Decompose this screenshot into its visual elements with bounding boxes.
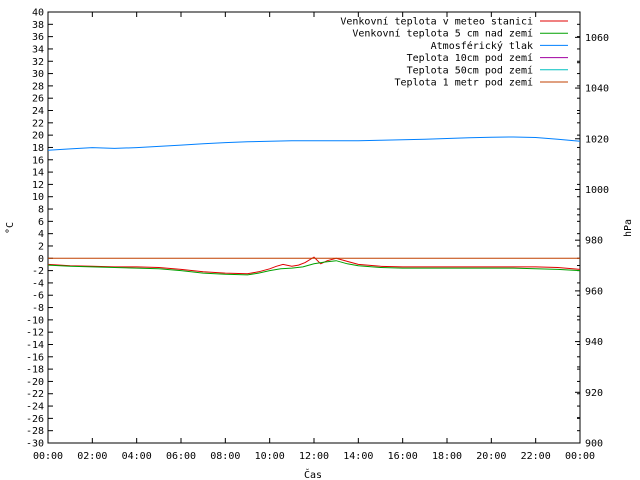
y-tick-label: 16 [32, 155, 44, 166]
y2-tick-label: 980 [585, 236, 603, 247]
y-tick-label: 2 [38, 241, 44, 252]
x-tick-label: 10:00 [255, 451, 285, 462]
y-tick-label: 8 [38, 205, 44, 216]
y-tick-label: 32 [32, 57, 44, 68]
x-tick-label: 12:00 [299, 451, 329, 462]
y-tick-label: 0 [38, 254, 44, 265]
y2-tick-label: 960 [585, 286, 603, 297]
y-tick-label: -12 [26, 328, 44, 339]
y-tick-label: -6 [32, 291, 44, 302]
y-tick-label: -20 [26, 377, 44, 388]
y2-tick-label: 1000 [585, 185, 609, 196]
y-tick-label: -10 [26, 315, 44, 326]
y-tick-label: 22 [32, 118, 44, 129]
x-tick-label: 18:00 [432, 451, 462, 462]
series-line-1 [47, 260, 581, 276]
y-tick-label: 36 [32, 32, 44, 43]
y-tick-label: -26 [26, 414, 44, 425]
legend-label-1: Venkovní teplota 5 cm nad zemí [352, 28, 533, 40]
x-tick-label: 04:00 [122, 451, 152, 462]
legend-label-3: Teplota 10cm pod zemí [407, 52, 533, 64]
y-tick-label: -28 [26, 426, 44, 437]
y-tick-label: -30 [26, 439, 44, 450]
legend-label-2: Atmosférický tlak [431, 40, 533, 52]
x-tick-label: 00:00 [565, 451, 595, 462]
y-tick-label: 4 [38, 229, 44, 240]
x-tick-label: 00:00 [33, 451, 63, 462]
x-tick-label: 06:00 [166, 451, 196, 462]
plot-area [47, 136, 581, 276]
y-axis-label: °C [5, 222, 16, 234]
y-tick-label: 6 [38, 217, 44, 228]
y-tick-label: -18 [26, 365, 44, 376]
y-tick-label: 34 [32, 44, 44, 55]
y-tick-label: 26 [32, 94, 44, 105]
y2-tick-label: 900 [585, 439, 603, 450]
y-tick-label: 24 [32, 106, 44, 117]
y-tick-label: 38 [32, 20, 44, 31]
y-tick-label: -24 [26, 402, 44, 413]
y-tick-label: -14 [26, 340, 44, 351]
legend: Venkovní teplota v meteo staniciVenkovní… [340, 16, 568, 89]
y-tick-label: 14 [32, 168, 44, 179]
legend-label-0: Venkovní teplota v meteo stanici [340, 16, 533, 28]
y2-axis-label: hPa [623, 219, 634, 237]
legend-label-5: Teplota 1 metr pod zemí [395, 77, 533, 89]
y2-tick-label: 1040 [585, 84, 609, 95]
x-tick-label: 20:00 [476, 451, 506, 462]
y2-tick-label: 920 [585, 388, 603, 399]
y-tick-label: 18 [32, 143, 44, 154]
x-tick-label: 02:00 [77, 451, 107, 462]
y-tick-label: -4 [32, 278, 44, 289]
y-tick-label: -8 [32, 303, 44, 314]
y-tick-label: 28 [32, 81, 44, 92]
y-tick-label: -2 [32, 266, 44, 277]
y-tick-label: 10 [32, 192, 44, 203]
x-tick-label: 22:00 [521, 451, 551, 462]
y-tick-label: 20 [32, 131, 44, 142]
x-tick-label: 16:00 [388, 451, 418, 462]
y2-tick-label: 1020 [585, 134, 609, 145]
axes: 4038363432302826242220181614121086420-2-… [26, 8, 609, 463]
x-tick-label: 14:00 [343, 451, 373, 462]
y2-tick-label: 1060 [585, 33, 609, 44]
series-line-0 [47, 256, 581, 275]
series-line-2 [47, 136, 581, 151]
x-axis-label: Čas [304, 468, 322, 480]
y-tick-label: -16 [26, 352, 44, 363]
y2-tick-label: 940 [585, 337, 603, 348]
y-tick-label: 30 [32, 69, 44, 80]
y-tick-label: 40 [32, 8, 44, 19]
x-tick-label: 08:00 [210, 451, 240, 462]
y-tick-label: 12 [32, 180, 44, 191]
legend-label-4: Teplota 50cm pod zemí [407, 64, 533, 76]
y-tick-label: -22 [26, 389, 44, 400]
